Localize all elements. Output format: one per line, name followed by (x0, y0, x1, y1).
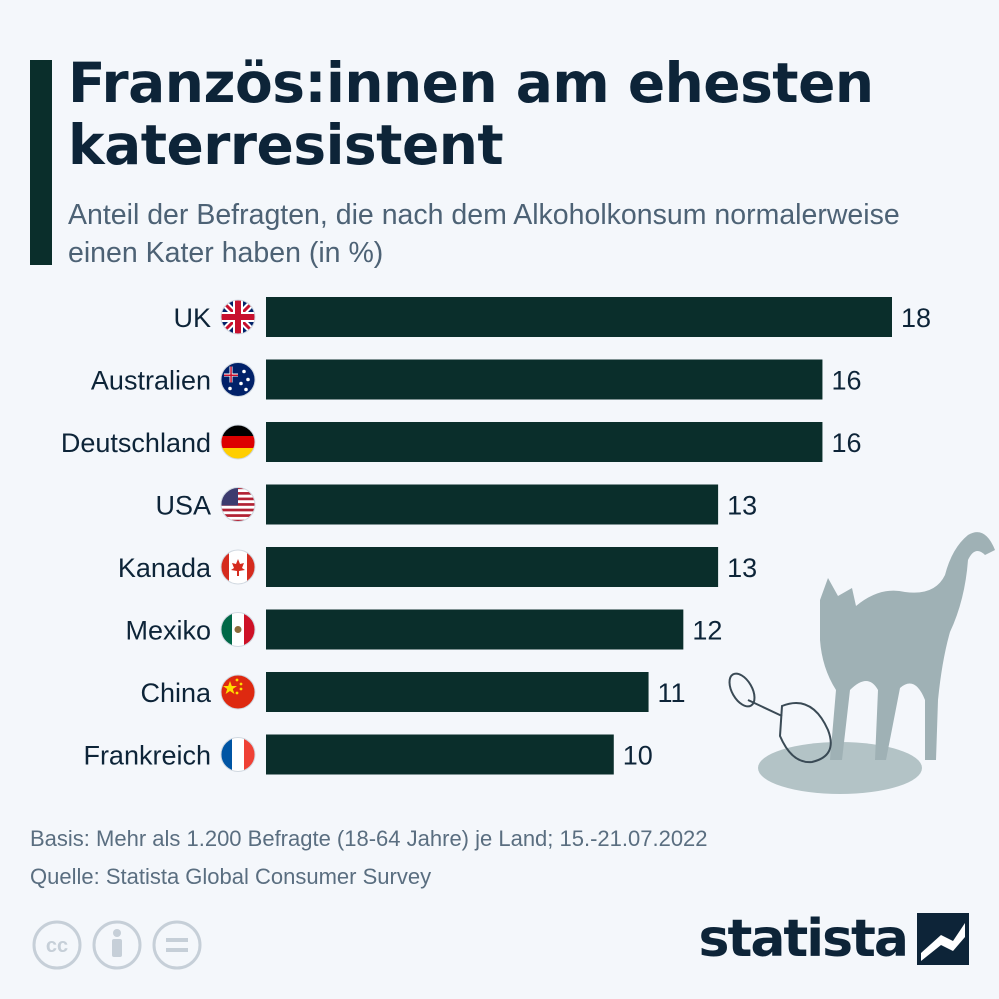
flag-uk-icon (220, 299, 256, 335)
bar-usa (266, 484, 719, 525)
category-label-australien: Australien (91, 366, 211, 396)
tipped-wine-glass-icon (728, 672, 832, 764)
category-label-deutschland: Deutschland (61, 428, 211, 458)
bar-china (266, 672, 649, 712)
value-label-frankreich: 10 (623, 741, 653, 771)
value-label-uk: 18 (901, 303, 931, 333)
category-label-frankreich: Frankreich (83, 741, 211, 771)
bar-australien (266, 359, 823, 400)
value-label-australien: 16 (831, 366, 861, 396)
chart-subtitle: Anteil der Befragten, die nach dem Alkoh… (68, 199, 900, 269)
flag-usa-icon (220, 487, 256, 522)
statista-logo: statista (699, 908, 969, 970)
svg-text:cc: cc (46, 935, 68, 957)
cc-icon: cc (32, 920, 82, 970)
category-label-usa: USA (155, 491, 211, 521)
flag-china-icon (220, 674, 256, 710)
bar-frankreich (266, 734, 614, 775)
statista-logo-icon (917, 913, 969, 965)
bar-kanada (266, 547, 719, 587)
category-label-uk: UK (173, 303, 211, 333)
footnote-source: Quelle: Statista Global Consumer Survey (30, 864, 432, 889)
bar-mexiko (266, 609, 684, 650)
flag-france-icon (220, 737, 256, 772)
value-label-usa: 13 (727, 491, 757, 521)
bar-deutschland (266, 422, 823, 462)
flag-mexico-icon (220, 612, 256, 647)
category-label-kanada: Kanada (118, 553, 212, 583)
nd-icon (152, 920, 202, 970)
footnote-basis: Basis: Mehr als 1.200 Befragte (18-64 Ja… (30, 826, 708, 851)
flag-australia-icon (220, 362, 256, 397)
value-label-mexiko: 12 (692, 616, 722, 646)
accent-bar (30, 60, 52, 265)
value-label-deutschland: 16 (831, 428, 861, 458)
by-icon (92, 920, 142, 970)
flag-germany-icon (220, 424, 256, 460)
category-label-china: China (140, 678, 212, 708)
cat-silhouette (820, 532, 995, 760)
chart-title: Französ:innen am ehesten katerresistent (68, 51, 874, 177)
value-label-china: 11 (658, 678, 686, 708)
category-label-mexiko: Mexiko (125, 616, 211, 646)
logo-text: statista (698, 909, 909, 969)
bar-uk (266, 297, 892, 337)
license-icons: cc (32, 920, 202, 970)
flag-canada-icon (220, 549, 256, 585)
value-label-kanada: 13 (727, 553, 757, 583)
cat-illustration (728, 532, 995, 794)
